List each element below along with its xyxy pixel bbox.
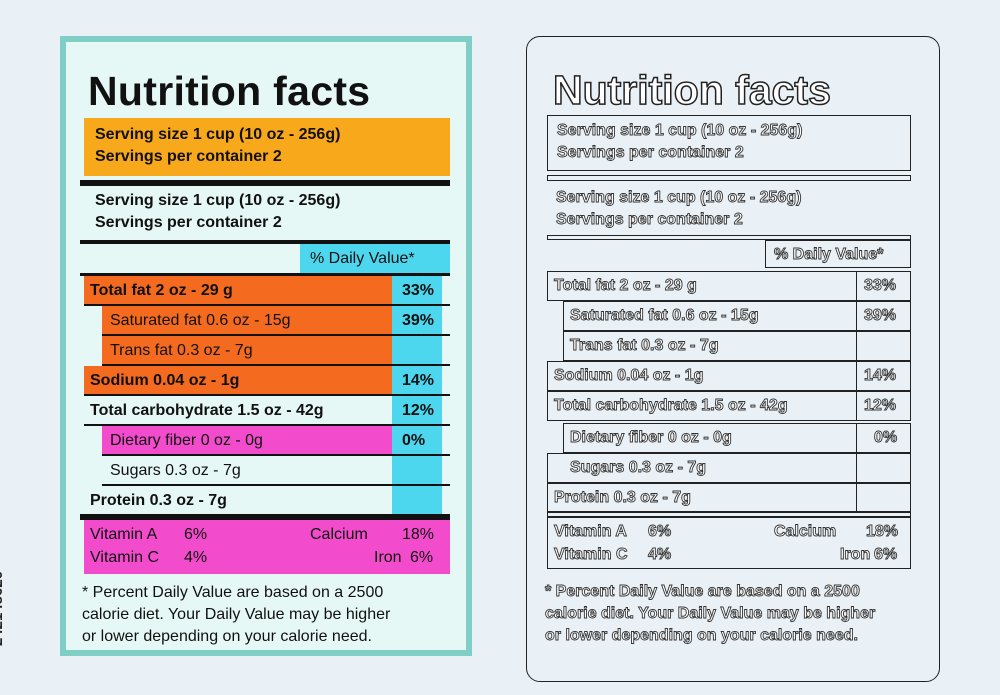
divider	[547, 511, 911, 517]
divider	[80, 514, 450, 520]
label-title: Nutrition facts	[88, 68, 371, 114]
serving-size: Serving size 1 cup (10 oz - 256g)	[95, 126, 341, 143]
footnote: * Percent Daily Value are based on a 250…	[545, 583, 876, 645]
label-title: Nutrition facts	[552, 66, 831, 114]
dv-column	[392, 276, 442, 516]
daily-value-header-box: % Daily Value*	[765, 240, 911, 268]
daily-value-header-box: % Daily Value*	[300, 244, 450, 274]
nutrient-row: Total fat 2 oz - 29 g 33%	[84, 276, 450, 306]
divider	[80, 180, 450, 186]
divider	[80, 240, 450, 244]
nutrient-row: Saturated fat 0.6 oz - 15g 39%	[563, 301, 911, 331]
servings-per-container: Servings per container 2	[95, 148, 282, 165]
nutrient-row: Total carbohydrate 1.5 oz - 42g 12%	[84, 396, 450, 426]
nutrient-row: Protein 0.3 oz - 7g	[547, 483, 911, 513]
nutrient-row: Dietary fiber 0 oz - 0g 0%	[563, 423, 911, 453]
serving-box-highlighted: Serving size 1 cup (10 oz - 256g) Servin…	[84, 118, 450, 176]
nutrient-row: Total carbohydrate 1.5 oz - 42g 12%	[547, 391, 911, 421]
nutrient-row: Trans fat 0.3 oz - 7g	[102, 336, 450, 366]
nutrient-row: Trans fat 0.3 oz - 7g	[563, 331, 911, 361]
servings-per-container: Servings per container 2	[556, 211, 744, 229]
nutrient-row: Sugars 0.3 oz - 7g	[547, 453, 911, 483]
daily-value-header: % Daily Value*	[310, 250, 415, 267]
serving-box-outline: Serving size 1 cup (10 oz - 256g) Servin…	[547, 115, 911, 171]
stock-id: 242148620	[0, 570, 7, 647]
nutrient-row: Sodium 0.04 oz - 1g 14%	[547, 361, 911, 391]
nutrient-row: Protein 0.3 oz - 7g	[90, 492, 227, 509]
divider	[80, 273, 450, 276]
nutrient-row: Dietary fiber 0 oz - 0g 0%	[102, 426, 450, 456]
nutrient-row: Sodium 0.04 oz - 1g 14%	[84, 366, 450, 396]
serving-size: Serving size 1 cup (10 oz - 256g)	[95, 192, 341, 209]
nutrient-row: Sugars 0.3 oz - 7g	[102, 456, 450, 486]
servings-per-container: Servings per container 2	[95, 214, 282, 231]
nutrition-label-color: Nutrition facts Serving size 1 cup (10 o…	[60, 36, 472, 656]
footnote: * Percent Daily Value are based on a 250…	[82, 584, 391, 645]
nutrient-row: Saturated fat 0.6 oz - 15g 39%	[102, 306, 450, 336]
nutrient-row: Total fat 2 oz - 29 g 33%	[547, 271, 911, 301]
serving-size: Serving size 1 cup (10 oz - 256g)	[556, 189, 802, 207]
nutrition-label-outline: Nutrition facts Serving size 1 cup (10 o…	[526, 36, 940, 682]
divider	[547, 235, 911, 240]
divider	[547, 175, 911, 181]
vitamins-box: Vitamin A 6% Calcium 18% Vitamin C 4% Ir…	[547, 517, 911, 569]
vitamins-box: Vitamin A 6% Calcium 18% Vitamin C 4% Ir…	[84, 520, 450, 574]
